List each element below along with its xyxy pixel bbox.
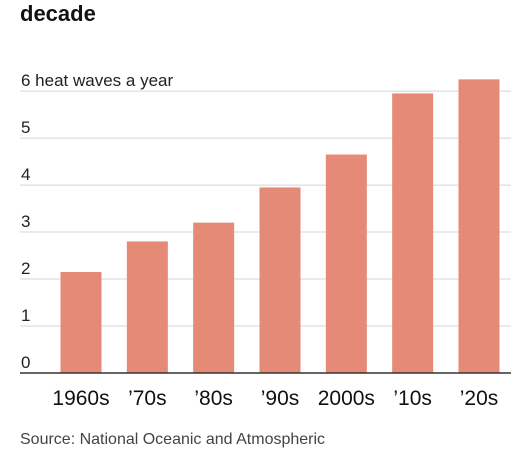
bars [60, 79, 500, 373]
x-category-label-3: ’90s [261, 387, 300, 410]
x-category-label-5: ’10s [393, 387, 432, 410]
y-tick-label-0: 0 [21, 353, 30, 372]
bar-2 [193, 222, 235, 373]
y-tick-label-3: 3 [21, 212, 30, 231]
y-tick-label-1: 1 [21, 306, 30, 325]
bar-0 [60, 271, 102, 373]
bar-6 [458, 79, 500, 373]
bar-1 [126, 241, 168, 373]
x-category-label-6: ’20s [460, 387, 499, 410]
x-category-label-4: 2000s [318, 387, 375, 410]
y-tick-label-4: 4 [21, 165, 30, 184]
bar-4 [325, 154, 367, 373]
y-axis-ticks: 0 1 2 3 4 5 6 heat waves a year [21, 71, 173, 372]
source-note: Source: National Oceanic and Atmospheric [20, 431, 326, 448]
chart-title: decade [20, 1, 96, 26]
bar-5 [392, 93, 434, 373]
x-category-label-0: 1960s [52, 387, 109, 410]
x-category-label-2: ’80s [194, 387, 233, 410]
bar-chart: 0 1 2 3 4 5 6 heat waves a year 1960s ’70s ’80s ’… [20, 71, 511, 410]
x-category-label-1: ’70s [128, 387, 167, 410]
y-tick-label-5: 5 [21, 118, 30, 137]
bar-3 [259, 187, 301, 373]
y-tick-label-6: 6 heat waves a year [21, 71, 173, 90]
y-tick-label-2: 2 [21, 259, 30, 278]
x-axis-labels: 1960s ’70s ’80s ’90s 2000s ’10s ’20s [52, 387, 498, 410]
